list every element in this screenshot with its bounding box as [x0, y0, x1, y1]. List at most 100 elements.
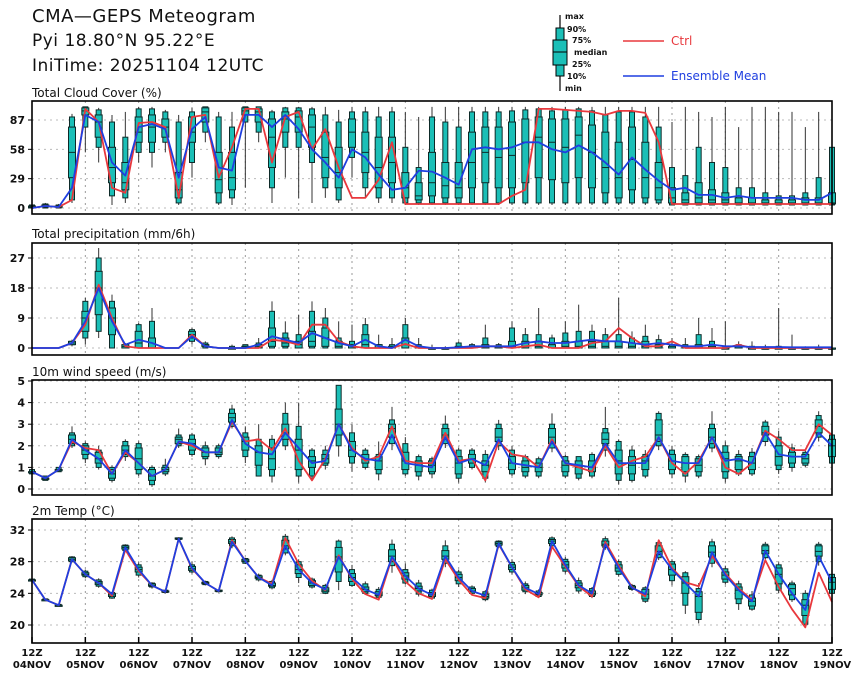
box-p25-p75 — [308, 330, 316, 347]
box-cloud — [361, 106, 370, 198]
box-cloud — [428, 106, 436, 205]
box-cloud — [374, 106, 383, 203]
box-p25-p75 — [774, 567, 783, 585]
box-cloud — [774, 111, 783, 206]
y-tick-label: 32 — [10, 524, 25, 537]
x-tick-hour: 12Z — [661, 648, 682, 659]
box-wind — [201, 441, 210, 466]
x-tick-hour: 12Z — [288, 648, 309, 659]
y-tick-label: 3 — [17, 418, 25, 431]
y-tick-label: 1 — [17, 461, 25, 474]
box-cloud — [481, 106, 490, 205]
box-cloud — [588, 106, 596, 205]
y-tick-label: 0 — [17, 483, 25, 496]
box-temp — [694, 583, 703, 624]
legend-min: min — [565, 84, 582, 93]
box-cloud — [681, 106, 690, 206]
x-tick-hour: 12Z — [341, 648, 362, 659]
x-tick-date: 05NOV — [66, 660, 105, 671]
box-cloud — [814, 111, 823, 206]
box-p25-p75 — [521, 118, 530, 184]
y-tick-label: 9 — [17, 312, 25, 325]
x-tick-date: 16NOV — [653, 660, 692, 671]
box-wind — [334, 384, 343, 457]
box-cloud — [761, 106, 770, 206]
box-wind — [174, 428, 183, 448]
box-p25-p75 — [721, 451, 730, 473]
box-cloud — [534, 106, 543, 205]
x-tick-hour: 12Z — [555, 648, 576, 659]
box-wind — [681, 452, 690, 483]
box-cloud — [68, 113, 76, 203]
box-wind — [694, 454, 703, 479]
panel-frame — [31, 242, 833, 356]
box-p25-p75 — [281, 111, 290, 133]
box-temp — [788, 580, 796, 603]
box-p25-p75 — [681, 456, 690, 473]
box-cloud — [561, 106, 570, 205]
box-wind — [708, 411, 716, 453]
box-cloud — [748, 106, 756, 206]
y-tick-label: 4 — [17, 397, 25, 410]
box-p25-p75 — [548, 428, 556, 445]
box-p25-p75 — [281, 423, 290, 440]
x-tick-date: 07NOV — [173, 660, 212, 671]
box-p25-p75 — [681, 576, 690, 594]
box-cloud — [174, 114, 183, 205]
legend-p25: 25% — [572, 60, 591, 69]
box-p25-p75 — [734, 456, 743, 471]
box-cloud — [734, 127, 743, 206]
x-tick-hour: 12Z — [128, 648, 149, 659]
box-p25-p75 — [481, 126, 490, 184]
y-tick-label: 20 — [10, 619, 26, 632]
panel-frame — [31, 100, 833, 215]
x-tick-hour: 12Z — [715, 648, 736, 659]
panel-precip: 0 9 18 27 — [10, 242, 836, 356]
box-p25-p75 — [708, 428, 716, 445]
box-wind — [788, 443, 796, 472]
panel-cloud: 0 29 58 87 — [10, 100, 836, 215]
panel-title-precip: Total precipitation (mm/6h) — [31, 227, 195, 241]
box-cloud — [668, 122, 676, 206]
box-cloud — [788, 111, 796, 206]
box-temp — [681, 571, 690, 614]
box-precip — [721, 321, 730, 350]
box-p25-p75 — [374, 456, 383, 471]
box-cloud — [308, 106, 316, 203]
box-wind — [801, 450, 810, 468]
box-p10-p90 — [749, 187, 755, 206]
mean-line-temp — [31, 537, 833, 611]
panel-title-wind: 10m wind speed (m/s) — [32, 365, 166, 379]
box-wind — [228, 404, 236, 429]
box-precip — [508, 321, 516, 349]
panel-temp: 20 24 28 32 — [10, 518, 836, 644]
mean-line-precip — [32, 287, 832, 349]
box-p25-p75 — [454, 161, 463, 199]
y-tick-label: 58 — [10, 143, 25, 156]
x-tick-date: 14NOV — [546, 660, 585, 671]
box-precip — [774, 308, 783, 350]
chart-title: CMA—GEPS Meteogram — [32, 6, 256, 27]
x-tick-hour: 12Z — [821, 648, 842, 659]
box-wind — [561, 454, 570, 479]
box-cloud — [334, 109, 343, 203]
x-tick-hour: 12Z — [501, 648, 522, 659]
box-wind — [494, 419, 503, 451]
box-p25-p75 — [374, 136, 383, 189]
legend-max: max — [565, 12, 585, 21]
box-cloud — [241, 106, 250, 188]
y-tick-label: 2 — [17, 440, 25, 453]
y-tick-label: 5 — [17, 375, 25, 388]
legend-mean-label: Ensemble Mean — [671, 69, 766, 83]
box-precip — [281, 321, 290, 349]
box-precip — [401, 318, 410, 349]
x-tick-hour: 12Z — [395, 648, 416, 659]
x-tick-date: 04NOV — [13, 660, 52, 671]
legend-p90: 90% — [567, 25, 586, 34]
x-tick-date: 09NOV — [280, 660, 319, 671]
box-wind — [161, 458, 170, 477]
panel-title-cloud: Total Cloud Cover (%) — [31, 86, 162, 100]
x-tick-date: 10NOV — [333, 660, 372, 671]
box-p10-p90 — [762, 192, 769, 206]
